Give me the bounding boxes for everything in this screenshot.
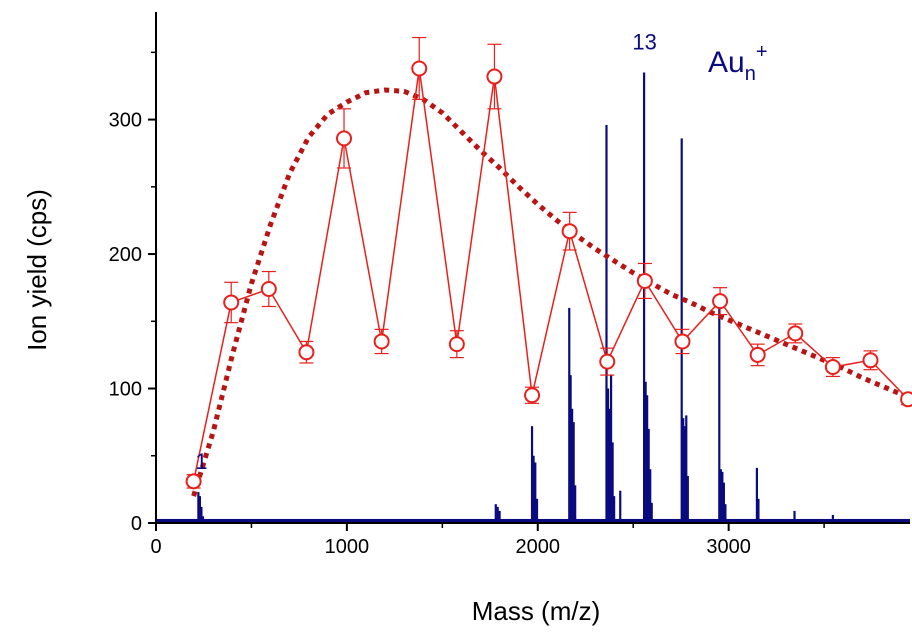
peak-annotation: 13 [632, 30, 656, 55]
data-point [599, 353, 616, 370]
species-label-subscript: n [745, 63, 756, 85]
axes [155, 12, 910, 524]
data-point [448, 336, 465, 353]
x-tick-label: 3000 [706, 536, 751, 558]
y-tick-label: 300 [109, 110, 142, 132]
y-axis-title: Ion yield (cps) [22, 189, 52, 351]
data-point [900, 391, 912, 408]
data-point [787, 325, 804, 342]
y-tick-label: 200 [109, 244, 142, 266]
species-label-base: Au [708, 46, 745, 79]
x-axis-title: Mass (m/z) [472, 596, 601, 626]
data-point [712, 293, 729, 310]
y-tick-label: 100 [109, 379, 142, 401]
data-point [298, 344, 315, 361]
data-point [223, 294, 240, 311]
fit-curve [191, 87, 910, 497]
data-point [524, 387, 541, 404]
data-point [411, 60, 428, 77]
data-point [749, 346, 766, 363]
axis-ticks: 0 1000 2000 3000 0 100 200 300 [109, 51, 825, 558]
data-point [373, 333, 390, 350]
mass-spectrum-series [156, 72, 910, 523]
data-point [862, 352, 879, 369]
data-point [336, 130, 353, 147]
fit-curve-series [191, 87, 910, 497]
data-point [824, 359, 841, 376]
species-label: Aun+ [708, 41, 768, 85]
peak-annotation: 1 [195, 449, 207, 474]
data-point [561, 223, 578, 240]
data-point [486, 68, 503, 85]
data-point [260, 281, 277, 298]
y-tick-label: 0 [131, 513, 142, 535]
x-tick-label: 2000 [516, 536, 561, 558]
data-point [185, 473, 202, 490]
data-point [674, 333, 691, 350]
peak-annotations: 1 13 [195, 30, 657, 475]
species-label-superscript: + [756, 41, 768, 63]
data-point [636, 272, 653, 289]
measured-line [192, 68, 909, 482]
x-tick-label: 0 [150, 536, 161, 558]
measured-yield-series [185, 36, 912, 490]
x-tick-label: 1000 [325, 536, 370, 558]
